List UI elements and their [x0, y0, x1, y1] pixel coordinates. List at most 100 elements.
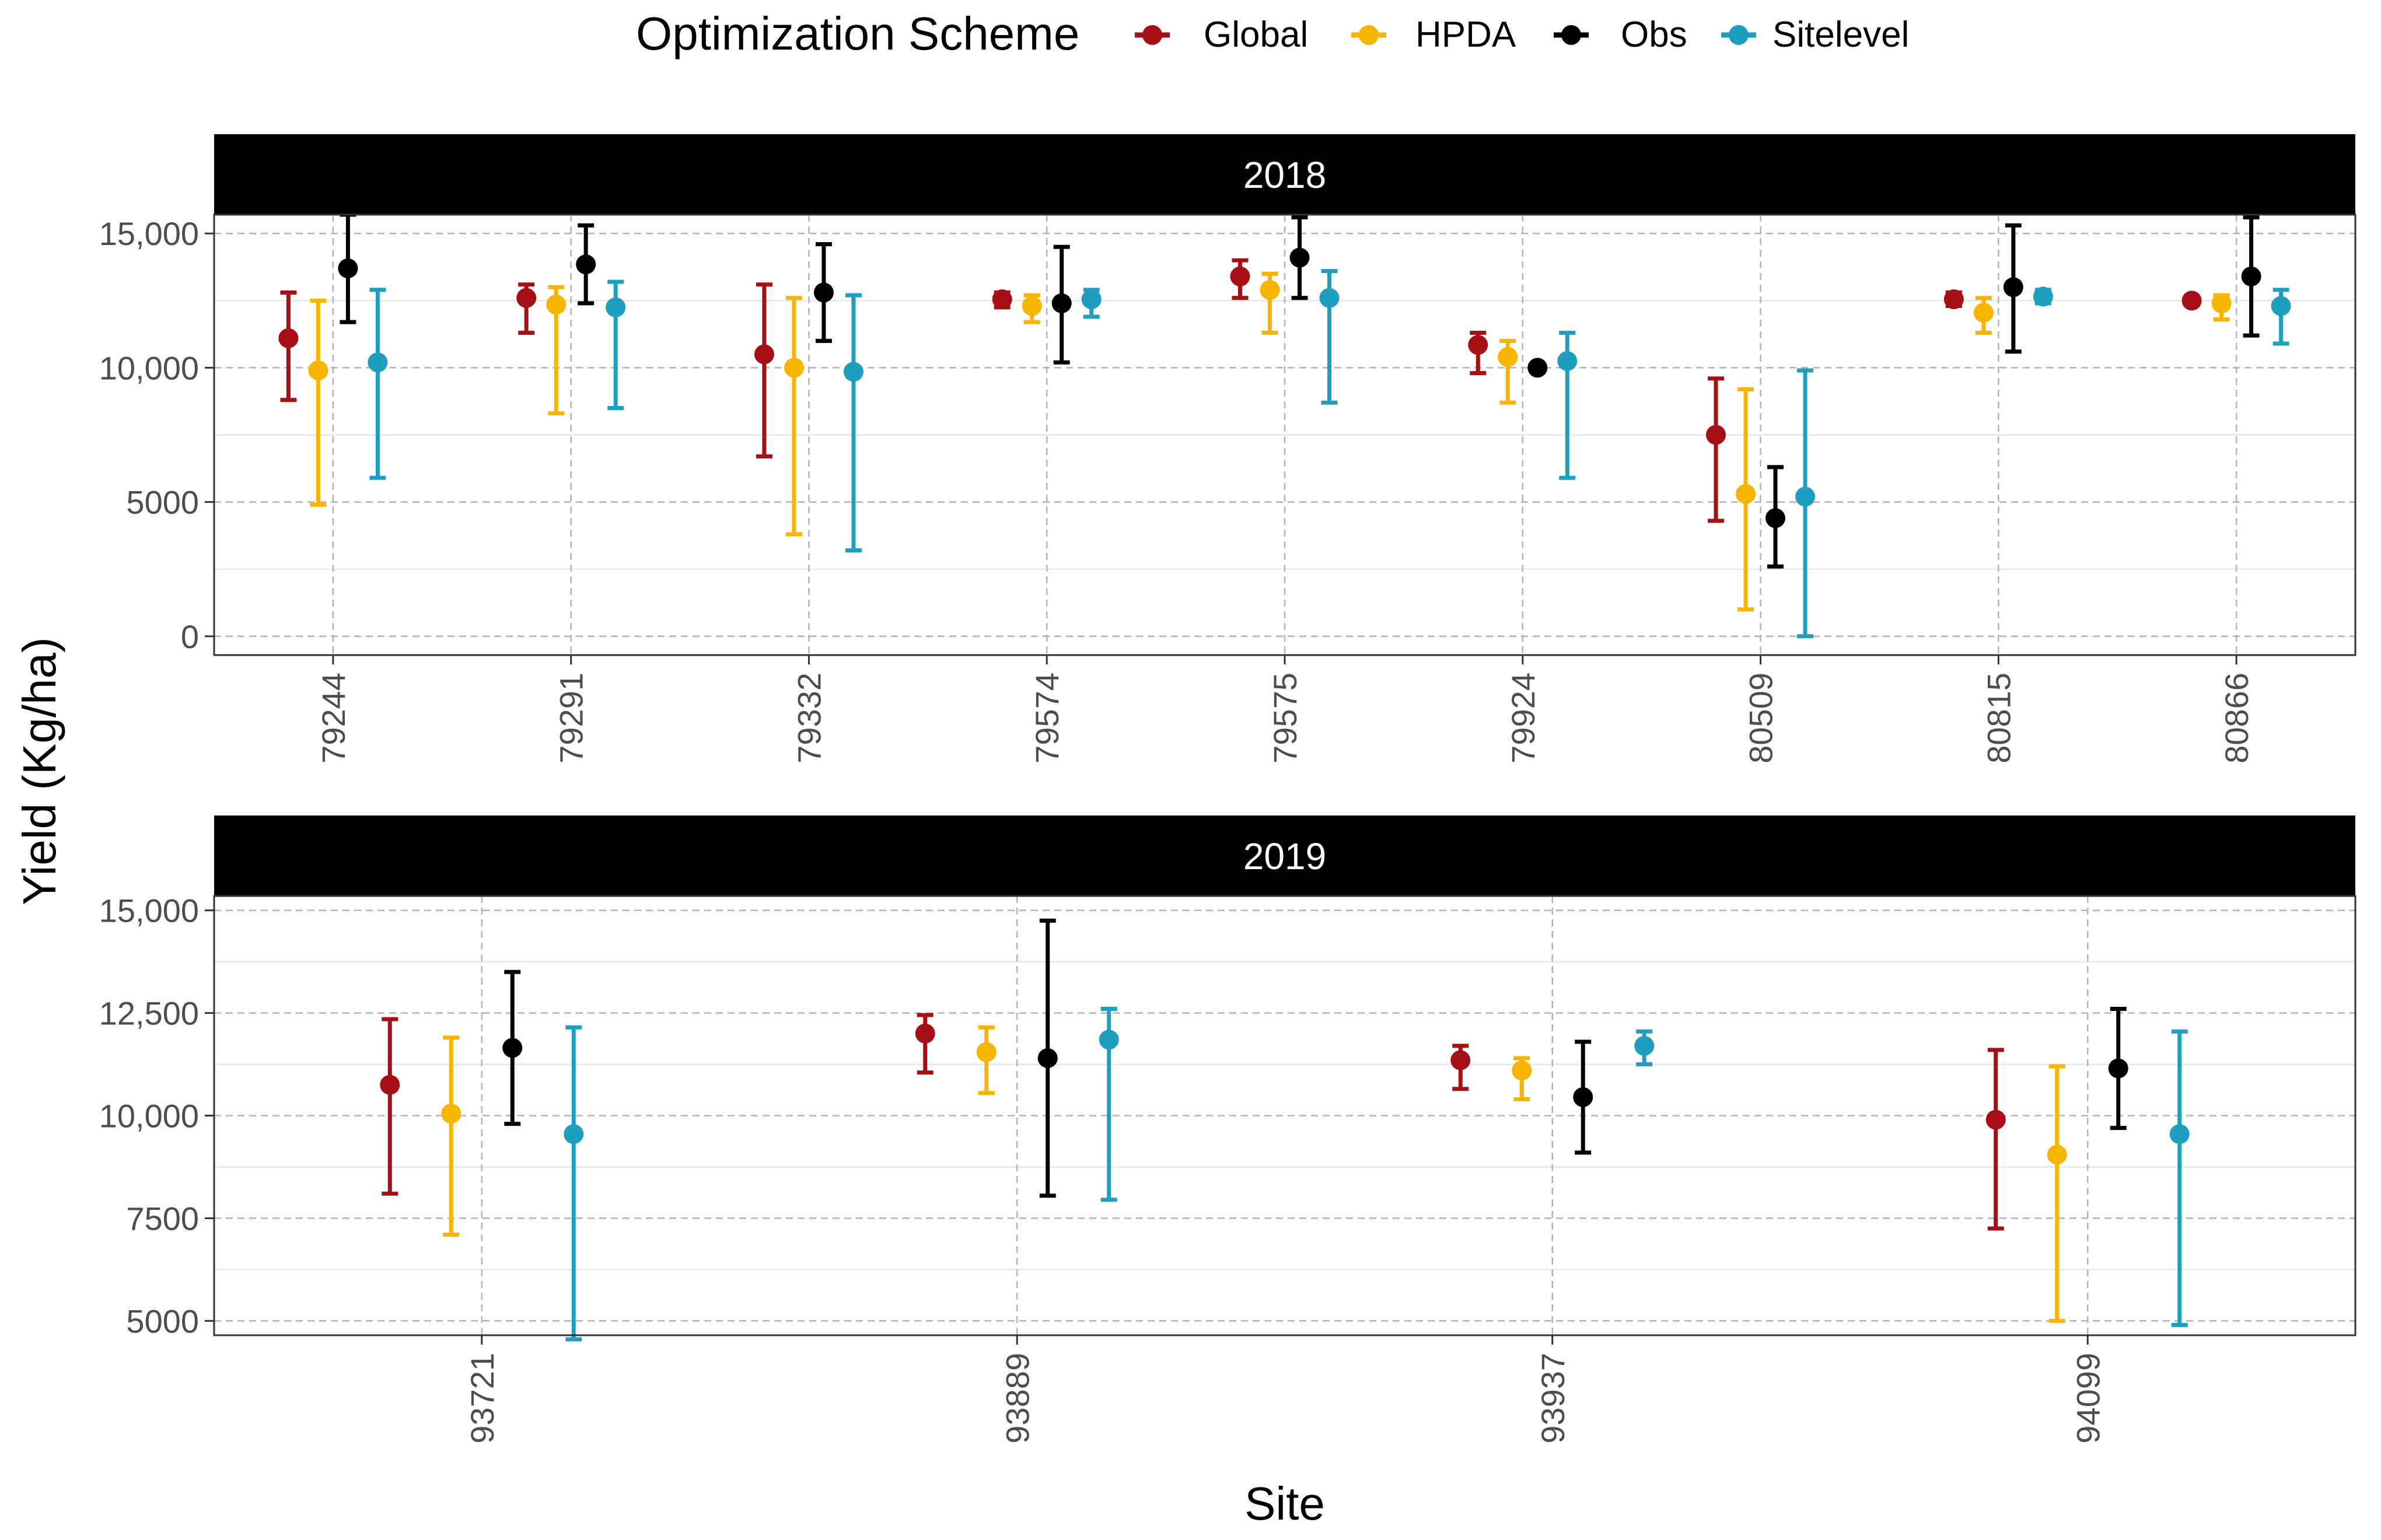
x-tick-label-94099: 94099 [2069, 1353, 2106, 1444]
panel-2019-strip [214, 816, 2355, 896]
legend-label-global: Global [1204, 15, 1308, 55]
data-point [992, 289, 1012, 310]
x-tick-label-79575: 79575 [1267, 673, 1303, 764]
data-point [1985, 1110, 2006, 1130]
x-tick-label-80866: 80866 [2218, 673, 2255, 764]
point-sitelevel-79924 [1557, 331, 1578, 480]
data-point [2047, 1144, 2067, 1165]
point-sitelevel-79574 [1081, 288, 1102, 319]
legend-item-global: Global [1135, 15, 1308, 55]
data-point [1765, 508, 1786, 528]
point-hpda-79574 [1022, 293, 1042, 324]
data-point [1973, 303, 1994, 323]
panel-2019-points [380, 918, 2190, 1342]
legend: Optimization Scheme Global HPDA Obs Site… [636, 8, 1909, 60]
point-obs-94099 [2108, 1007, 2128, 1130]
data-point [754, 344, 774, 365]
data-point [564, 1124, 584, 1144]
data-point [1289, 247, 1310, 268]
data-point [1795, 487, 1816, 507]
data-point [2241, 266, 2261, 286]
point-sitelevel-93721 [564, 1025, 584, 1342]
point-obs-79332 [813, 242, 834, 343]
point-hpda-93721 [441, 1035, 461, 1237]
point-obs-93937 [1573, 1040, 1593, 1155]
y-tick-label: 5000 [126, 484, 199, 521]
panel-2019-x-axis: 93721 93889 93937 94099 [464, 1335, 2106, 1444]
data-point [380, 1074, 400, 1095]
data-point [843, 362, 863, 382]
point-hpda-79924 [1498, 338, 1518, 405]
data-point [2211, 293, 2232, 313]
point-hpda-93889 [976, 1025, 997, 1096]
y-axis-title: Yield (Kg/ha) [13, 637, 65, 905]
point-hpda-79575 [1260, 271, 1280, 335]
point-sitelevel-93937 [1634, 1029, 1655, 1067]
data-point [1498, 346, 1518, 367]
data-point [1943, 289, 1964, 310]
x-tick-label-79574: 79574 [1029, 673, 1065, 764]
data-point [1736, 484, 1756, 504]
x-tick-label-79291: 79291 [553, 673, 590, 764]
point-hpda-79244 [308, 298, 328, 507]
point-obs-79244 [338, 212, 358, 324]
data-point [1527, 358, 1548, 378]
data-point [516, 288, 537, 308]
x-tick-label-93721: 93721 [464, 1353, 501, 1444]
data-point [308, 360, 328, 381]
point-obs-79291 [576, 223, 596, 306]
data-point [2181, 290, 2202, 311]
data-point [576, 254, 596, 275]
legend-label-hpda: HPDA [1415, 15, 1516, 55]
point-hpda-80509 [1736, 387, 1756, 612]
data-point [813, 282, 834, 303]
data-point [2271, 296, 2291, 316]
x-tick-label-93889: 93889 [999, 1353, 1036, 1444]
point-sitelevel-79291 [606, 279, 626, 410]
point-hpda-93937 [1512, 1056, 1532, 1101]
data-point [368, 352, 388, 373]
point-sitelevel-93889 [1099, 1007, 1119, 1202]
point-global-79924 [1468, 331, 1488, 376]
y-tick-label: 12,500 [99, 995, 199, 1032]
point-obs-79575 [1289, 215, 1310, 300]
point-sitelevel-80815 [2033, 286, 2053, 307]
point-sitelevel-79244 [368, 288, 388, 480]
point-obs-93721 [502, 970, 523, 1126]
point-obs-80509 [1765, 465, 1786, 569]
data-point [784, 358, 804, 378]
point-global-93889 [915, 1013, 935, 1075]
legend-label-obs: Obs [1621, 15, 1687, 55]
point-sitelevel-79332 [843, 293, 863, 552]
y-tick-label: 10,000 [99, 1098, 199, 1135]
point-obs-80815 [2003, 223, 2023, 354]
point-global-79574 [992, 289, 1012, 310]
panel-2019-gridlines [214, 896, 2355, 1335]
panel-2018-strip-label: 2018 [1243, 154, 1326, 196]
data-point [976, 1042, 997, 1062]
data-point [606, 297, 626, 317]
x-tick-label-79332: 79332 [791, 673, 827, 764]
data-point [2169, 1124, 2190, 1144]
data-point [502, 1038, 523, 1058]
point-hpda-80815 [1973, 296, 1994, 335]
point-obs-79924 [1527, 358, 1548, 378]
data-point [1512, 1060, 1532, 1081]
x-tick-label-93937: 93937 [1534, 1353, 1571, 1444]
point-global-79575 [1230, 258, 1250, 300]
point-global-93937 [1450, 1044, 1471, 1091]
y-tick-label: 10,000 [99, 349, 199, 386]
point-sitelevel-80866 [2271, 288, 2291, 346]
point-sitelevel-80509 [1795, 368, 1816, 639]
panel-2018-x-axis: 79244 79291 79332 79574 79575 79924 80509 80815… [315, 655, 2255, 764]
point-hpda-79332 [784, 296, 804, 537]
point-global-79332 [754, 282, 774, 459]
point-global-79244 [278, 290, 299, 402]
data-point [1634, 1035, 1655, 1056]
data-point [1706, 425, 1726, 445]
legend-item-obs: Obs [1554, 15, 1687, 55]
data-point [1037, 1048, 1058, 1068]
y-tick-label: 7500 [126, 1200, 199, 1237]
data-point [915, 1023, 935, 1044]
